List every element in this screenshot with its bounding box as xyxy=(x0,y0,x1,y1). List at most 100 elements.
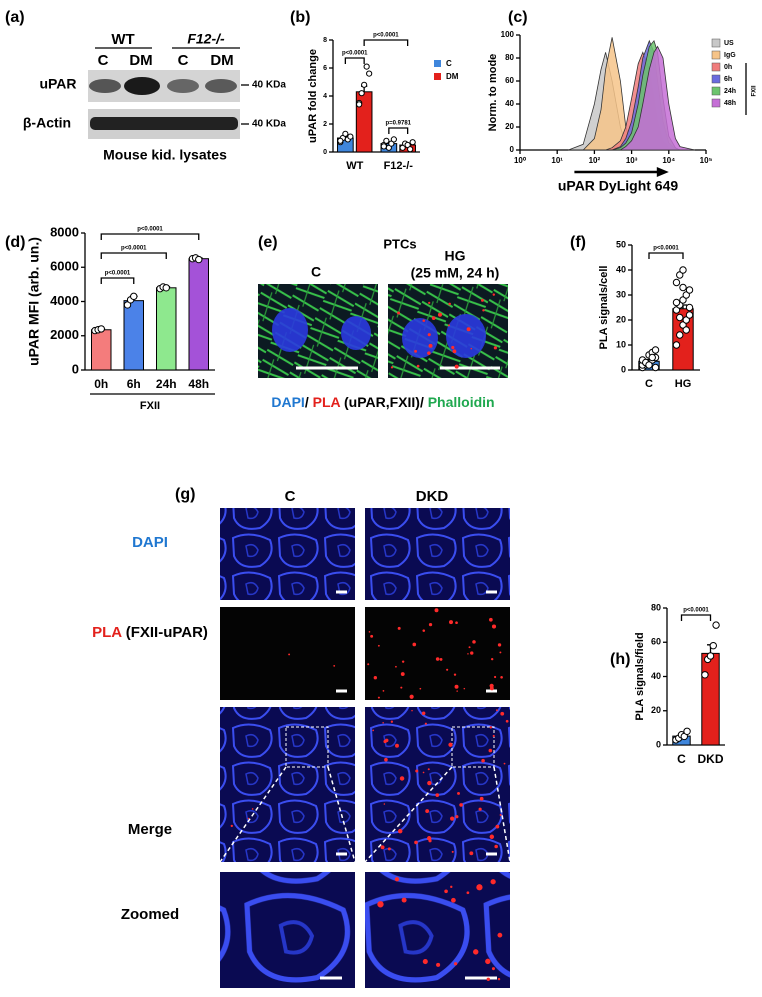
pla-dot xyxy=(479,796,484,801)
y-tick-label: 100 xyxy=(501,30,515,39)
significance-bracket xyxy=(344,57,365,64)
x-tick-label: HG xyxy=(675,378,692,390)
pla-dot xyxy=(450,816,455,821)
legend-label: US xyxy=(724,40,734,47)
y-tick-label: 8000 xyxy=(50,224,79,239)
blot-band xyxy=(89,79,121,93)
pla-dot xyxy=(500,676,503,679)
data-point xyxy=(672,298,681,307)
pla-dot xyxy=(500,711,505,716)
pla-dot xyxy=(490,879,496,885)
data-point xyxy=(361,81,368,88)
data-point xyxy=(683,727,691,735)
data-point xyxy=(679,296,687,304)
pla-dot xyxy=(377,644,380,647)
pla-dot xyxy=(489,683,494,688)
p-value: p<0.0001 xyxy=(683,608,709,614)
data-point xyxy=(130,292,138,301)
pla-dot xyxy=(419,687,422,690)
pla-dot xyxy=(495,824,500,829)
x-tick-label: 10⁰ xyxy=(514,156,527,165)
pla-dot xyxy=(456,690,458,692)
y-tick-label: 40 xyxy=(505,99,514,108)
pla-dot xyxy=(453,673,457,676)
x-tick-label: 6h xyxy=(127,377,141,391)
pla-dot xyxy=(455,815,459,819)
y-tick-label: 60 xyxy=(651,637,661,647)
pla-dot xyxy=(466,327,471,332)
pla-dot xyxy=(427,333,431,337)
legend-group-label: FXII xyxy=(752,85,758,96)
pla-dot xyxy=(492,734,495,738)
pla-dot xyxy=(451,897,456,903)
x-tick-label: C xyxy=(645,378,653,390)
pla-dot xyxy=(457,791,460,795)
density-curve xyxy=(568,45,695,151)
x-tick-label: 10² xyxy=(589,156,601,165)
zoom-line xyxy=(219,766,287,863)
lane-label: C xyxy=(178,52,189,69)
pla-dot xyxy=(470,347,473,350)
pla-dot xyxy=(435,657,440,661)
dapi-image xyxy=(220,508,355,600)
pla-dot xyxy=(437,312,443,317)
pla-dot xyxy=(288,653,291,656)
data-point xyxy=(676,313,684,322)
pla-dot xyxy=(434,608,439,613)
arrow-head xyxy=(656,167,669,177)
y-tick-label: 40 xyxy=(651,671,661,681)
p-value: p<0.0001 xyxy=(373,33,399,39)
pla-dot xyxy=(390,366,394,369)
data-point xyxy=(672,278,681,287)
pla-dot xyxy=(494,844,498,849)
label-part: Merge xyxy=(128,821,172,838)
pla-dot xyxy=(382,721,384,724)
zoom-box xyxy=(451,726,495,768)
pla-dot xyxy=(428,622,433,627)
y-axis-label: uPAR fold change xyxy=(307,49,319,143)
condition-label: C xyxy=(311,264,321,280)
pla-dot xyxy=(422,629,426,632)
pla-dot xyxy=(398,828,403,834)
legend-label: DM xyxy=(446,72,459,81)
lane-label: C xyxy=(98,52,109,69)
significance-bracket xyxy=(100,233,200,240)
pla-dot xyxy=(481,758,485,763)
significance-bracket xyxy=(680,614,712,621)
pla-dot xyxy=(497,932,503,938)
stain-label: Merge xyxy=(128,821,172,838)
data-point xyxy=(645,361,653,369)
pla-dot xyxy=(492,293,496,296)
bar xyxy=(91,329,112,371)
nucleus xyxy=(402,318,438,358)
data-point xyxy=(162,284,170,292)
data-point xyxy=(651,346,660,354)
stain-label: DAPI xyxy=(132,534,168,551)
pla-dot xyxy=(421,711,426,716)
size-label: 40 KDa xyxy=(252,80,286,91)
pla-dot xyxy=(450,885,453,889)
y-axis-label: PLA signals/field xyxy=(634,632,646,720)
data-point xyxy=(383,137,390,144)
pla-dot xyxy=(435,793,440,797)
cell-images xyxy=(258,284,508,378)
pla-dot xyxy=(469,851,474,856)
stain-label: DAPI/ PLA (uPAR,FXII)/ Phalloidin xyxy=(271,394,494,410)
pla-dot xyxy=(491,967,495,971)
y-tick-label: 0 xyxy=(72,361,79,376)
y-tick-label: 50 xyxy=(616,239,626,249)
data-point xyxy=(676,271,684,279)
y-tick-label: 60 xyxy=(505,76,514,85)
pla-dot xyxy=(425,809,430,813)
label-part: PLA xyxy=(92,624,122,641)
zoom-image xyxy=(220,872,355,988)
pla-dot xyxy=(377,696,380,699)
x-axis-label: uPAR DyLight 649 xyxy=(558,178,679,194)
merge-image xyxy=(220,707,355,862)
group-label: F12-/- xyxy=(187,31,225,47)
pla-dot xyxy=(367,663,370,666)
pla-dot xyxy=(448,742,453,747)
pla-dot xyxy=(448,324,450,327)
blot-band xyxy=(205,79,237,93)
pla-image xyxy=(365,607,510,700)
